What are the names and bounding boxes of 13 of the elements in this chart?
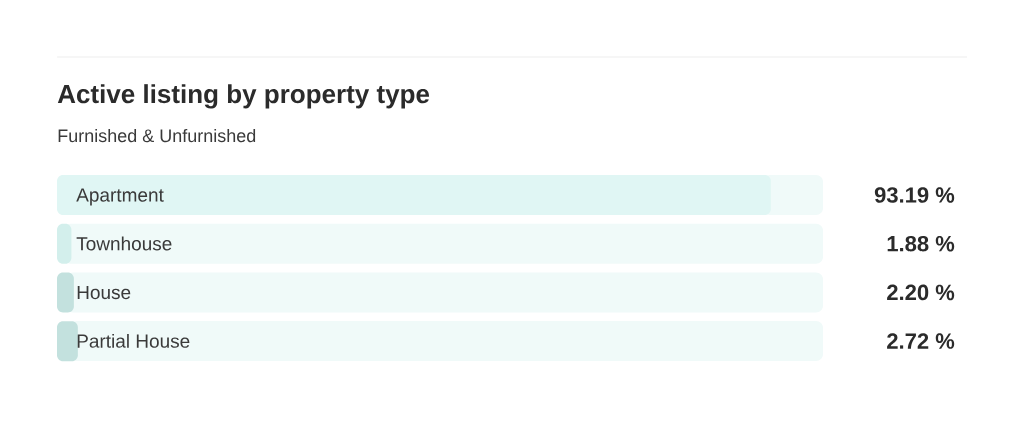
y-tick-label: House [77, 285, 131, 300]
y-tick-label: Partial House [77, 333, 190, 348]
data-label: 1.88 % [887, 235, 955, 252]
bar [57, 223, 72, 264]
y-tick-label: Townhouse [76, 236, 172, 251]
bar [57, 321, 78, 362]
data-label: 2.72 % [887, 333, 955, 349]
data-label: 93.19 % [874, 187, 955, 203]
bar [57, 272, 74, 313]
y-tick-label: Apartment [76, 188, 164, 206]
chart-title: Active listing by property type [57, 84, 430, 109]
data-label: 2.20 % [887, 284, 955, 301]
chart-subtitle: Furnished & Unfurnished [58, 128, 256, 143]
